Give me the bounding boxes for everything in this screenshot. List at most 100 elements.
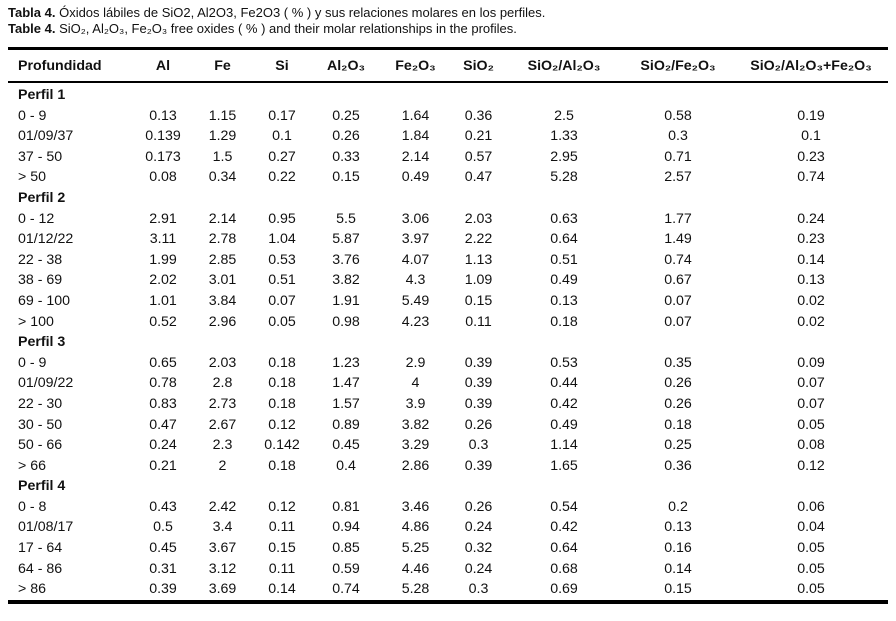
table-row: 22 - 38 1.99 2.85 0.53 3.76 4.07 1.13 0.51 0.74 0… (8, 250, 888, 271)
table-row: 0 - 8 0.43 2.42 0.12 0.81 3.46 0.26 0.54 0.2 0.06 (8, 497, 888, 518)
value-cell: 5.5 (336, 210, 356, 227)
value-cell: 0.54 (550, 498, 578, 515)
value-cell: 0.57 (464, 148, 493, 165)
value-cell: 2.91 (149, 210, 177, 227)
value-cell: 2.8 (212, 375, 233, 392)
table-row: 0 - 12 2.91 2.14 0.95 5.5 3.06 2.03 0.63 1.77 0.2… (8, 209, 888, 230)
value-cell: 0.05 (797, 560, 825, 577)
value-cell: 0.74 (664, 251, 692, 268)
value-cell: 3.84 (208, 292, 237, 309)
value-cell: 2.03 (464, 210, 493, 227)
value-cell: 1.13 (464, 251, 493, 268)
depth-cell: 01/08/17 (18, 519, 74, 536)
value-cell: 0.78 (149, 375, 177, 392)
value-cell: 0.15 (268, 540, 296, 557)
value-cell: 0.26 (332, 128, 360, 145)
value-cell: 0.12 (797, 457, 825, 474)
value-cell: 0.14 (268, 581, 296, 598)
value-cell: 0.5 (153, 519, 173, 536)
value-cell: 1.29 (208, 128, 237, 145)
depth-cell: 17 - 64 (18, 540, 63, 557)
value-cell: 0.14 (797, 251, 825, 268)
value-cell: 0.85 (332, 540, 360, 557)
table-row: 37 - 50 0.173 1.5 0.27 0.33 2.14 0.57 2.95 0.71 0… (8, 147, 888, 168)
value-cell: 0.39 (464, 395, 493, 412)
group-header-row: Perfil 4 (8, 476, 888, 497)
table-row: 01/09/37 0.139 1.29 0.1 0.26 1.84 0.21 1.33 0.3 0… (8, 126, 888, 147)
table-row: 64 - 86 0.31 3.12 0.11 0.59 4.46 0.24 0.68 0.14 0… (8, 559, 888, 580)
value-cell: 0.65 (149, 354, 177, 371)
value-cell: 0.32 (464, 540, 493, 557)
value-cell: 4 (411, 375, 420, 392)
value-cell: 0.42 (550, 519, 578, 536)
value-cell: 0.35 (664, 354, 692, 371)
value-cell: 0.24 (797, 210, 825, 227)
depth-cell: 37 - 50 (18, 148, 63, 165)
value-cell: 2 (218, 457, 227, 474)
table-row: 38 - 69 2.02 3.01 0.51 3.82 4.3 1.09 0.49 0.67 0.… (8, 270, 888, 291)
depth-cell: 64 - 86 (18, 560, 63, 577)
depth-cell: 50 - 66 (18, 437, 63, 454)
depth-cell: 01/12/22 (18, 231, 74, 248)
value-cell: 0.71 (664, 148, 692, 165)
value-cell: 1.14 (550, 437, 578, 454)
value-cell: 3.01 (208, 272, 237, 289)
value-cell: 0.89 (332, 416, 360, 433)
value-cell: 0.26 (664, 375, 692, 392)
value-cell: 4.3 (405, 272, 426, 289)
caption-english-label: Table 4. (8, 21, 56, 36)
value-cell: 4.07 (401, 251, 430, 268)
value-cell: 0.19 (797, 107, 825, 124)
value-cell: 0.53 (550, 354, 578, 371)
table-row: 22 - 30 0.83 2.73 0.18 1.57 3.9 0.39 0.42 0.26 0.… (8, 394, 888, 415)
value-cell: 0.74 (332, 581, 360, 598)
value-cell: 2.9 (405, 354, 426, 371)
value-cell: 0.39 (464, 354, 493, 371)
value-cell: 1.04 (268, 231, 296, 248)
value-cell: 0.59 (332, 560, 360, 577)
depth-cell: 22 - 38 (18, 251, 63, 268)
column-header: SiO₂/Al₂O₃+Fe₂O₃ (734, 48, 888, 83)
value-cell: 5.25 (401, 540, 430, 557)
value-cell: 3.29 (401, 437, 430, 454)
value-cell: 1.77 (664, 210, 692, 227)
column-header: Profundidad (8, 48, 133, 83)
value-cell: 0.21 (464, 128, 493, 145)
value-cell: 0.64 (550, 231, 578, 248)
table-row: > 50 0.08 0.34 0.22 0.15 0.49 0.47 5.28 2.57 0.74 (8, 167, 888, 188)
value-cell: 1.64 (401, 107, 430, 124)
depth-cell: > 50 (18, 169, 47, 186)
table-row: 0 - 9 0.13 1.15 0.17 0.25 1.64 0.36 2.5 0.58 0.19 (8, 106, 888, 127)
value-cell: 2.14 (401, 148, 430, 165)
depth-cell: 0 - 12 (18, 210, 55, 227)
table-row: 01/12/22 3.11 2.78 1.04 5.87 3.97 2.22 0.64 1.49… (8, 229, 888, 250)
value-cell: 2.96 (208, 313, 237, 330)
group-name: Perfil 2 (18, 189, 66, 206)
value-cell: 0.08 (149, 169, 177, 186)
value-cell: 0.49 (550, 272, 578, 289)
depth-cell: 38 - 69 (18, 272, 63, 289)
value-cell: 0.1 (272, 128, 292, 145)
value-cell: 0.3 (468, 437, 489, 454)
value-cell: 0.26 (664, 395, 692, 412)
value-cell: 0.39 (464, 457, 493, 474)
value-cell: 0.51 (550, 251, 578, 268)
value-cell: 1.5 (212, 148, 233, 165)
value-cell: 0.21 (149, 457, 177, 474)
value-cell: 0.98 (332, 313, 360, 330)
value-cell: 0.05 (797, 581, 825, 598)
value-cell: 0.25 (664, 437, 692, 454)
value-cell: 0.173 (145, 148, 181, 165)
value-cell: 0.23 (797, 148, 825, 165)
value-cell: 3.06 (401, 210, 430, 227)
column-header: Al₂O₃ (312, 48, 380, 83)
value-cell: 3.4 (212, 519, 233, 536)
table-row: 01/09/22 0.78 2.8 0.18 1.47 4 0.39 0.44 0.26 0.07 (8, 373, 888, 394)
depth-cell: 30 - 50 (18, 416, 63, 433)
value-cell: 0.08 (797, 437, 825, 454)
value-cell: 0.17 (268, 107, 296, 124)
value-cell: 2.67 (208, 416, 237, 433)
value-cell: 0.2 (668, 498, 688, 515)
depth-cell: 0 - 8 (18, 498, 47, 515)
value-cell: 0.95 (268, 210, 296, 227)
